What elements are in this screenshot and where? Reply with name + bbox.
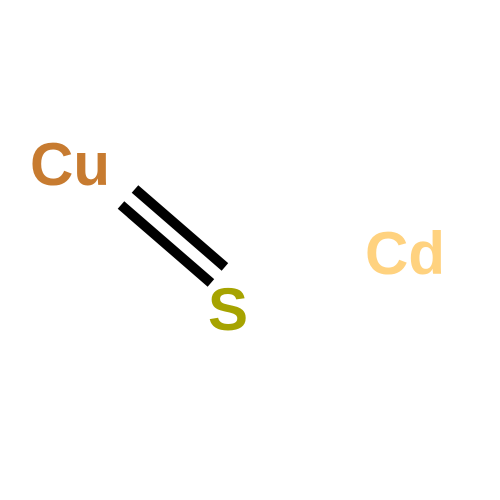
atom-label-cd: Cd bbox=[365, 224, 445, 284]
atom-label-cu: Cu bbox=[30, 135, 110, 195]
atom-label-s: S bbox=[208, 280, 248, 340]
chemical-structure-canvas: Cu S Cd bbox=[0, 0, 500, 500]
